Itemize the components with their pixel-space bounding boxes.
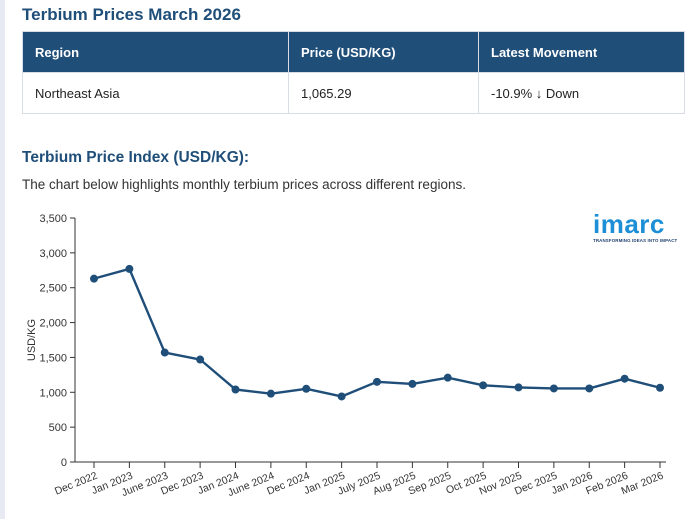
- data-point: [620, 374, 629, 383]
- y-axis-label: USD/KG: [26, 319, 38, 361]
- header-price: Price (USD/KG): [288, 31, 479, 73]
- y-tick-label: 2,000: [39, 318, 67, 330]
- chart-description: The chart below highlights monthly terbi…: [22, 177, 466, 192]
- y-axis: 0 500 1,000 1,500 2,000 2,500 3,000 3,500: [39, 213, 76, 469]
- data-point: [266, 389, 275, 398]
- chart-section-title: Terbium Price Index (USD/KG):: [22, 149, 250, 166]
- imarc-logo: imarc TRANSFORMING IDEAS INTO IMPACT: [593, 209, 678, 243]
- series-northeast-asia: [90, 264, 664, 401]
- y-tick-label: 0: [61, 457, 67, 469]
- data-point: [479, 381, 488, 390]
- logo-tagline: TRANSFORMING IDEAS INTO IMPACT: [593, 238, 678, 243]
- y-tick-label: 3,000: [39, 248, 67, 260]
- data-point: [160, 348, 169, 357]
- data-point: [549, 384, 558, 393]
- table-header-row: Region Price (USD/KG) Latest Movement: [22, 31, 685, 73]
- data-point: [196, 355, 205, 364]
- series-line: [93, 267, 661, 398]
- left-edge-strip: [0, 0, 5, 519]
- y-tick-label: 2,500: [39, 283, 67, 295]
- header-latest-movement: Latest Movement: [478, 31, 685, 73]
- data-point: [125, 264, 134, 273]
- y-tick-label: 1,000: [39, 387, 67, 399]
- cell-price: 1,065.29: [288, 72, 479, 114]
- cell-latest-movement: -10.9% ↓ Down: [478, 72, 685, 114]
- page-title: Terbium Prices March 2026: [22, 5, 241, 24]
- data-point: [302, 384, 311, 393]
- y-tick-label: 500: [49, 422, 67, 434]
- data-point: [656, 383, 664, 392]
- y-tick-label: 3,500: [39, 213, 67, 225]
- cell-region: Northeast Asia: [22, 72, 289, 114]
- table-row: Northeast Asia 1,065.29 -10.9% ↓ Down: [22, 72, 685, 114]
- data-point: [373, 377, 381, 386]
- data-point: [337, 392, 346, 401]
- price-line-chart: 0 500 1,000 1,500 2,000 2,500 3,000 3,500 Dec 2…: [26, 213, 666, 499]
- price-table: Region Price (USD/KG) Latest Movement No…: [22, 31, 685, 114]
- data-point: [585, 384, 594, 393]
- data-point: [408, 379, 417, 388]
- data-point: [231, 385, 240, 394]
- y-tick-label: 1,500: [39, 352, 67, 364]
- data-point: [514, 383, 523, 392]
- header-region: Region: [22, 31, 289, 73]
- data-point: [90, 274, 98, 283]
- data-point: [443, 373, 452, 382]
- logo-wordmark: imarc: [593, 209, 665, 239]
